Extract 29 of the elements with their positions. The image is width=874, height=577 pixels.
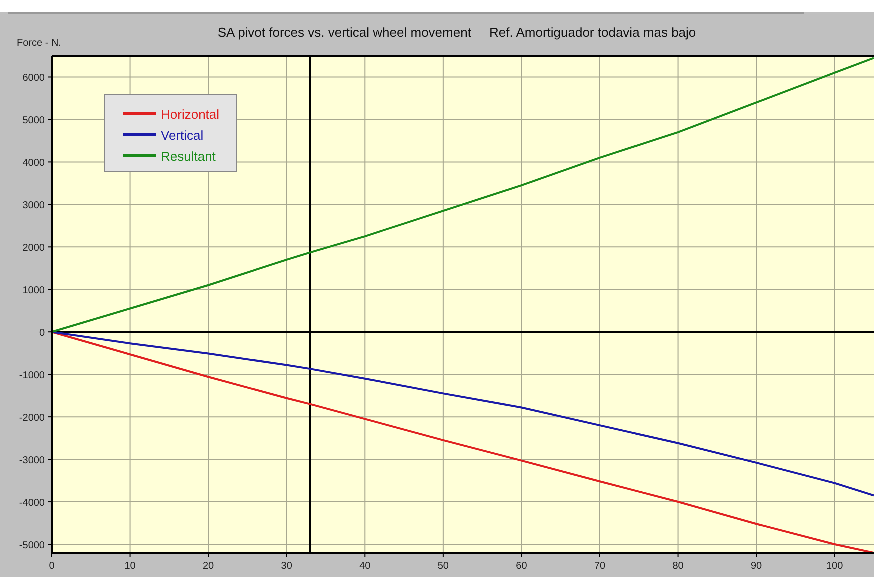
y-tick-label: 1000	[22, 286, 46, 297]
y-tick-label: 6000	[22, 73, 46, 84]
legend-label: Resultant	[161, 149, 216, 164]
y-tick-label: 4000	[22, 158, 46, 170]
x-tick-label: 0	[49, 561, 56, 572]
y-tick-label: -2000	[19, 413, 46, 424]
x-tick-label: 10	[124, 561, 136, 572]
x-tick-label: 60	[516, 561, 528, 572]
x-tick-label: 100	[826, 561, 844, 572]
x-tick-label: 50	[438, 561, 450, 572]
y-tick-label: -1000	[19, 370, 46, 382]
x-tick-label: 30	[281, 561, 293, 572]
x-tick-label: 90	[751, 561, 763, 572]
y-tick-label: 2000	[22, 243, 46, 254]
chart-title: SA pivot forces vs. vertical wheel movement Ref. Amortiguador todavia mas bajo	[218, 25, 696, 40]
x-tick-label: 80	[672, 561, 684, 572]
y-axis-title: Force - N.	[17, 38, 62, 49]
x-tick-label: 40	[360, 561, 372, 572]
legend-label: Horizontal	[161, 107, 220, 122]
y-tick-label: 5000	[22, 116, 46, 127]
legend-label: Vertical	[161, 128, 204, 143]
y-tick-label: -4000	[19, 498, 46, 510]
x-tick-label: 70	[594, 561, 606, 572]
x-tick-label: 20	[203, 561, 215, 572]
line-series	[51, 331, 874, 497]
y-tick-label: 0	[39, 328, 46, 340]
y-tick-label: -5000	[19, 540, 46, 552]
y-tick-label: -3000	[19, 456, 46, 467]
y-tick-label: 3000	[22, 200, 46, 212]
